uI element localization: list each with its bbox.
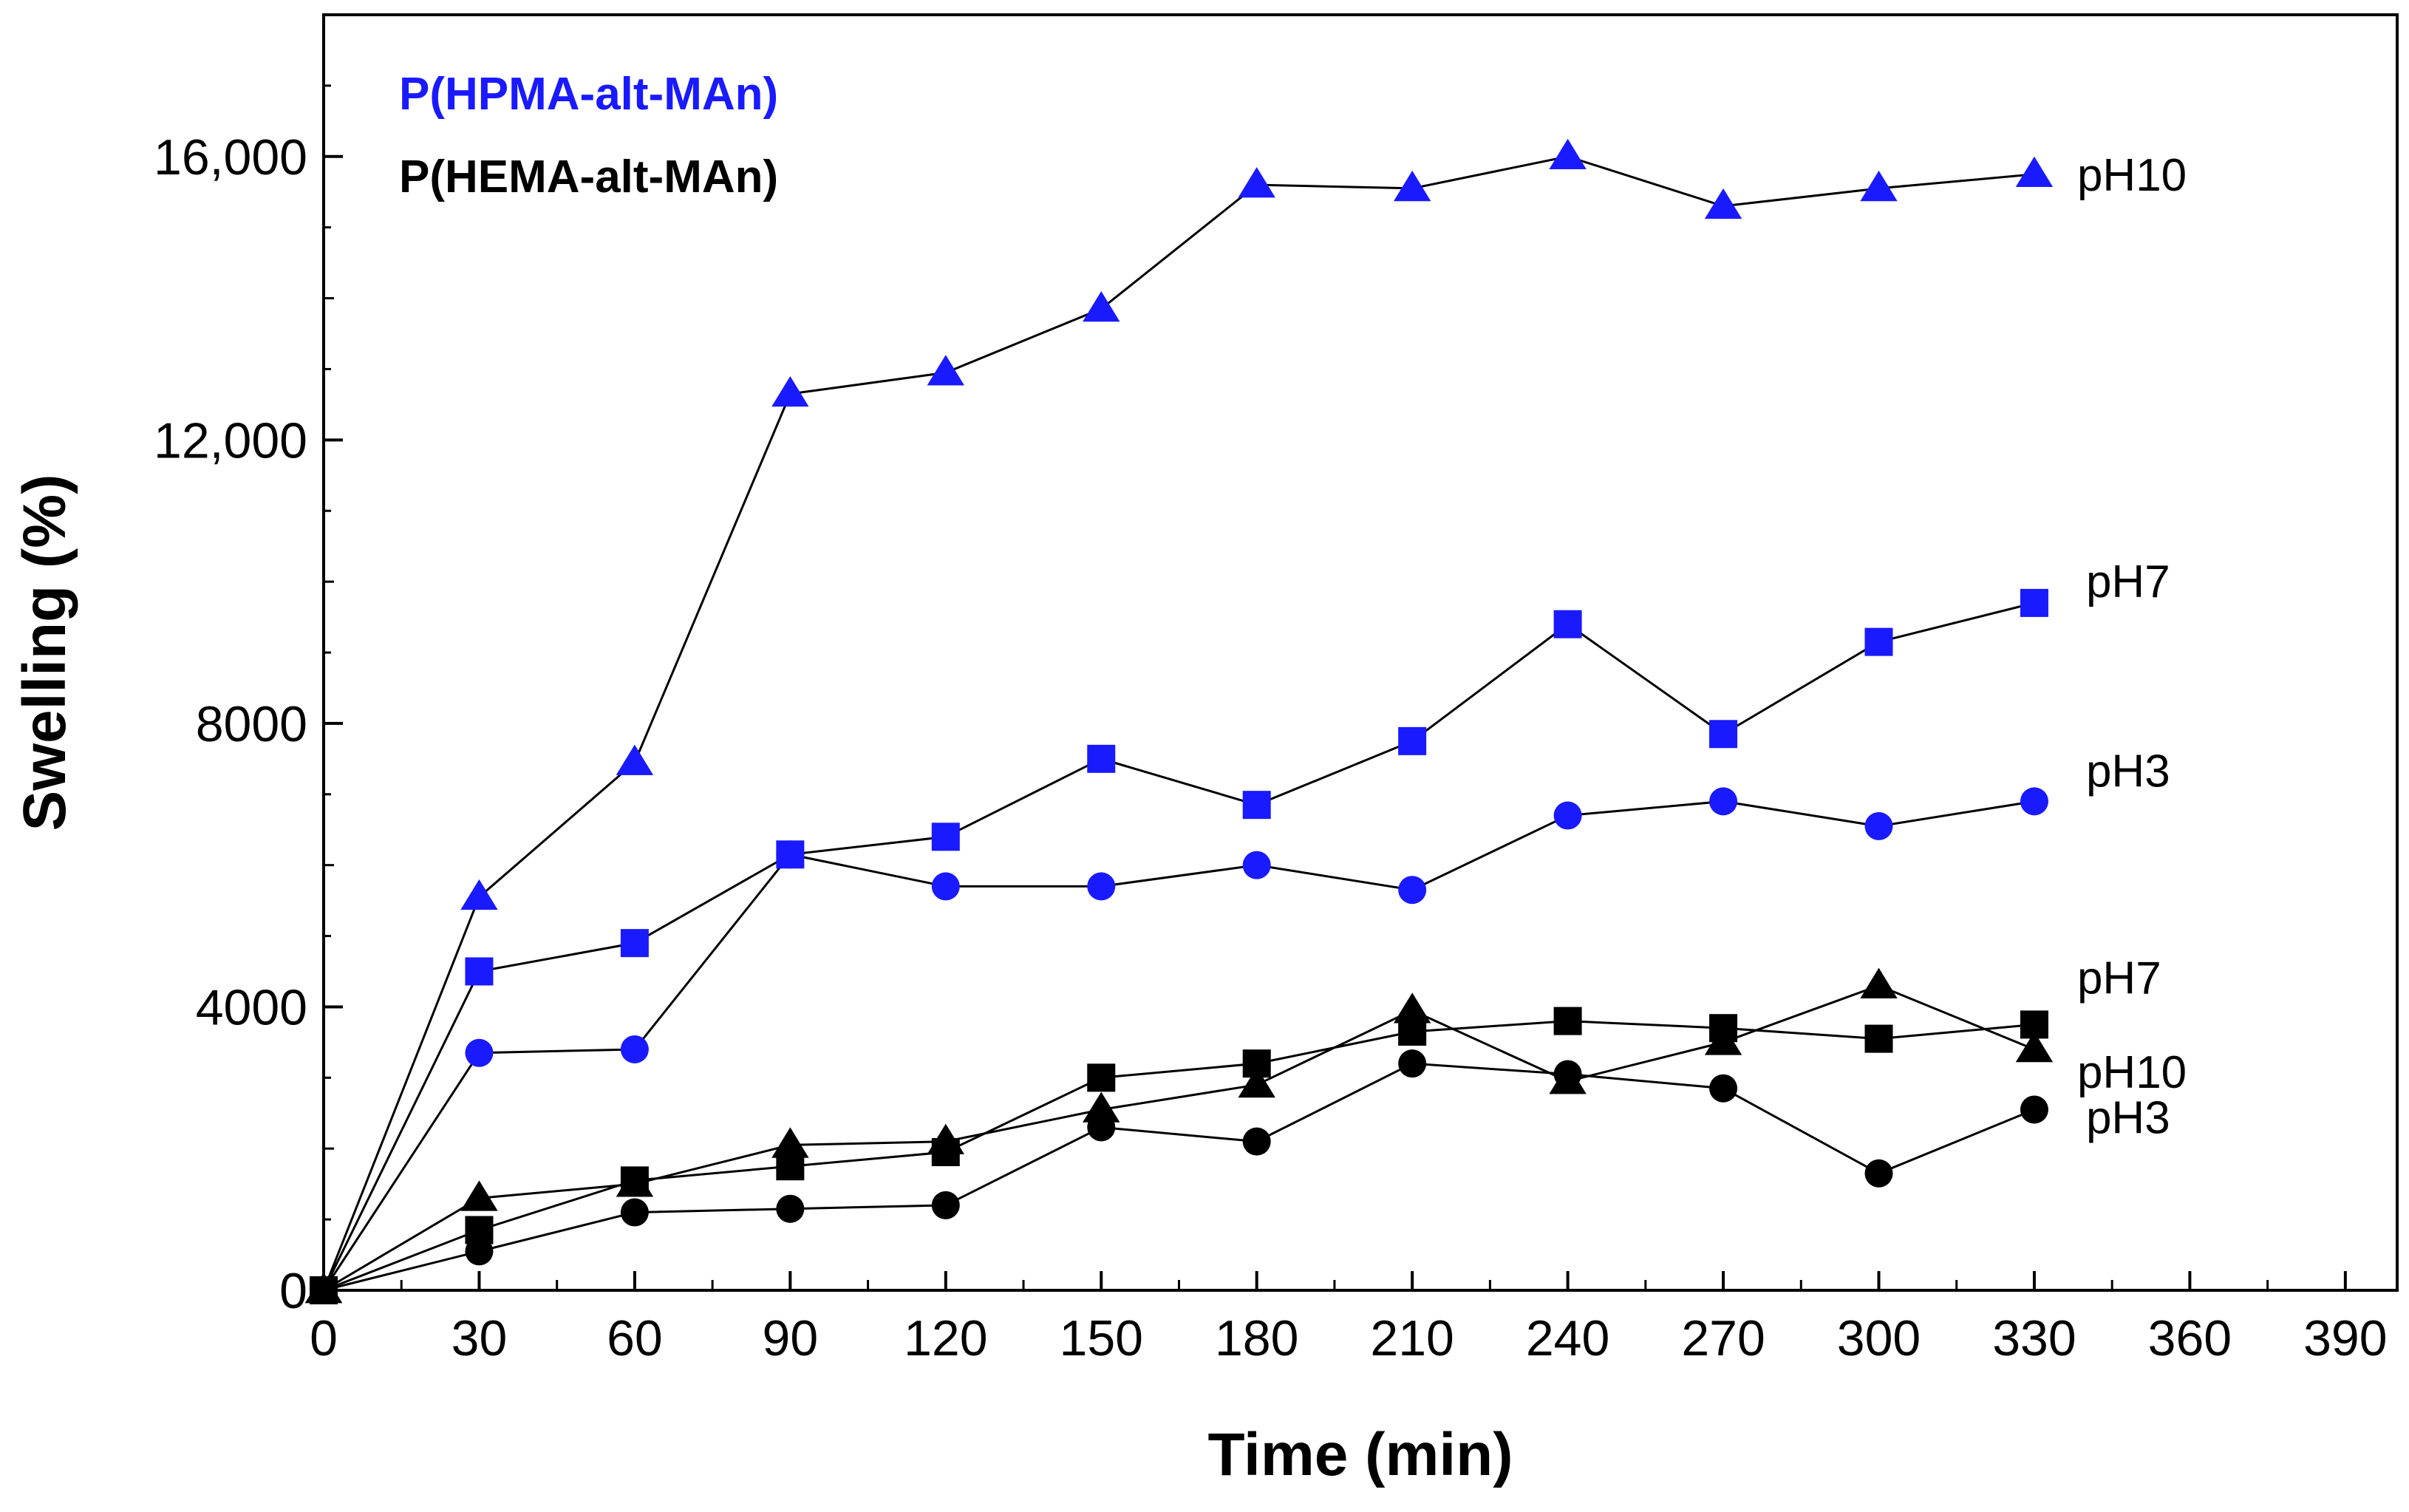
series-label: pH3 bbox=[2086, 746, 2170, 797]
data-point bbox=[460, 879, 498, 910]
data-point bbox=[1398, 726, 1427, 755]
y-axis-title: Swelling (%) bbox=[11, 474, 78, 831]
data-point bbox=[465, 957, 494, 986]
series-line-ph3-hpma bbox=[322, 800, 2035, 1291]
data-point bbox=[1553, 1060, 1582, 1089]
data-point bbox=[1242, 851, 1271, 879]
data-point bbox=[1393, 170, 1431, 202]
legend-entry: P(HEMA-alt-MAn) bbox=[399, 151, 778, 202]
y-tick-label: 12,000 bbox=[154, 412, 307, 469]
y-tick-label: 8000 bbox=[196, 696, 307, 752]
y-tick-label: 16,000 bbox=[154, 129, 307, 185]
series-label: pH7 bbox=[2077, 953, 2161, 1004]
x-tick-label: 210 bbox=[1370, 1310, 1454, 1366]
legend: P(HPMA-alt-MAn) P(HEMA-alt-MAn) bbox=[399, 69, 778, 202]
data-point bbox=[1398, 876, 1427, 905]
data-point bbox=[1864, 1159, 1893, 1188]
data-point bbox=[1553, 610, 1582, 638]
data-point bbox=[771, 1127, 809, 1158]
x-tick-label: 60 bbox=[607, 1310, 663, 1366]
data-point bbox=[1709, 1074, 1738, 1103]
data-point bbox=[1398, 1049, 1427, 1078]
data-point bbox=[1553, 801, 1582, 830]
data-point bbox=[1242, 791, 1271, 820]
data-point bbox=[1553, 1007, 1582, 1035]
x-tick-label: 390 bbox=[2303, 1310, 2387, 1366]
x-tick-label: 270 bbox=[1681, 1310, 1765, 1366]
data-point bbox=[620, 1198, 649, 1227]
x-tick-label: 240 bbox=[1526, 1310, 1609, 1366]
y-tick-label: 4000 bbox=[196, 979, 307, 1035]
series-line-ph3-hema bbox=[323, 1062, 2035, 1292]
data-point bbox=[1709, 720, 1738, 749]
y-axis: 0 4000 8000 12,000 16,000 bbox=[154, 84, 343, 1319]
data-point bbox=[931, 823, 960, 851]
legend-entry: P(HPMA-alt-MAn) bbox=[399, 69, 778, 120]
data-point bbox=[1083, 1092, 1120, 1123]
data-point bbox=[2020, 1095, 2048, 1124]
data-point bbox=[1087, 1113, 1116, 1142]
series-line-ph7-hema bbox=[323, 1020, 2035, 1292]
data-point bbox=[1860, 170, 1898, 202]
series-label: pH7 bbox=[2086, 556, 2170, 607]
data-point bbox=[776, 1194, 805, 1223]
data-point bbox=[1242, 1127, 1271, 1156]
data-point bbox=[616, 1166, 654, 1197]
data-point bbox=[2020, 588, 2048, 617]
series-line-ph10-hpma bbox=[322, 155, 2035, 1291]
data-point bbox=[2020, 787, 2048, 816]
series-markers bbox=[304, 138, 2054, 1304]
data-point bbox=[1087, 744, 1116, 773]
data-point bbox=[1704, 188, 1742, 219]
data-point bbox=[771, 376, 809, 407]
data-point bbox=[931, 1191, 960, 1219]
x-tick-label: 300 bbox=[1837, 1310, 1921, 1366]
data-point bbox=[1864, 1024, 1893, 1053]
x-tick-label: 120 bbox=[904, 1310, 987, 1366]
y-tick-label: 0 bbox=[279, 1263, 307, 1319]
x-tick-label: 30 bbox=[452, 1310, 508, 1366]
data-point bbox=[927, 1123, 964, 1154]
data-point bbox=[1083, 290, 1120, 322]
data-point bbox=[1864, 627, 1893, 656]
x-tick-label: 90 bbox=[763, 1310, 819, 1366]
data-point bbox=[620, 929, 649, 958]
data-point bbox=[2015, 1031, 2054, 1063]
data-point bbox=[1709, 787, 1738, 816]
series-label: pH3 bbox=[2086, 1092, 2170, 1143]
data-point bbox=[310, 1276, 338, 1304]
x-tick-label: 330 bbox=[1992, 1310, 2076, 1366]
data-point bbox=[465, 1237, 494, 1266]
x-axis: 0 30 60 90 120 150 180 210 240 270 300 330 360 390 bbox=[310, 1271, 2388, 1366]
data-point bbox=[1238, 1066, 1275, 1098]
x-tick-label: 150 bbox=[1060, 1310, 1143, 1366]
data-point bbox=[931, 872, 960, 901]
data-point bbox=[1238, 167, 1275, 198]
x-tick-label: 360 bbox=[2148, 1310, 2232, 1366]
data-point bbox=[1087, 872, 1116, 901]
data-point bbox=[1393, 992, 1431, 1024]
x-tick-label: 0 bbox=[310, 1310, 338, 1366]
series-line-ph10-hema bbox=[323, 984, 2035, 1292]
data-point bbox=[616, 744, 654, 775]
data-point bbox=[1860, 967, 1898, 998]
series-line-ph7-hpma bbox=[322, 602, 2035, 1291]
data-point bbox=[2015, 156, 2054, 188]
data-point bbox=[1549, 138, 1587, 170]
series-label: pH10 bbox=[2077, 150, 2187, 201]
data-point bbox=[1087, 1063, 1116, 1092]
data-point bbox=[927, 355, 964, 386]
series-label: pH10 bbox=[2077, 1047, 2187, 1098]
data-point bbox=[465, 1038, 494, 1067]
data-point bbox=[776, 840, 805, 869]
data-point bbox=[620, 1035, 649, 1063]
data-point bbox=[460, 1180, 498, 1211]
data-point bbox=[1704, 1024, 1742, 1055]
series-lines bbox=[322, 155, 2035, 1292]
data-point bbox=[1864, 811, 1893, 840]
x-axis-title: Time (min) bbox=[1207, 1421, 1513, 1488]
x-tick-label: 180 bbox=[1215, 1310, 1298, 1366]
